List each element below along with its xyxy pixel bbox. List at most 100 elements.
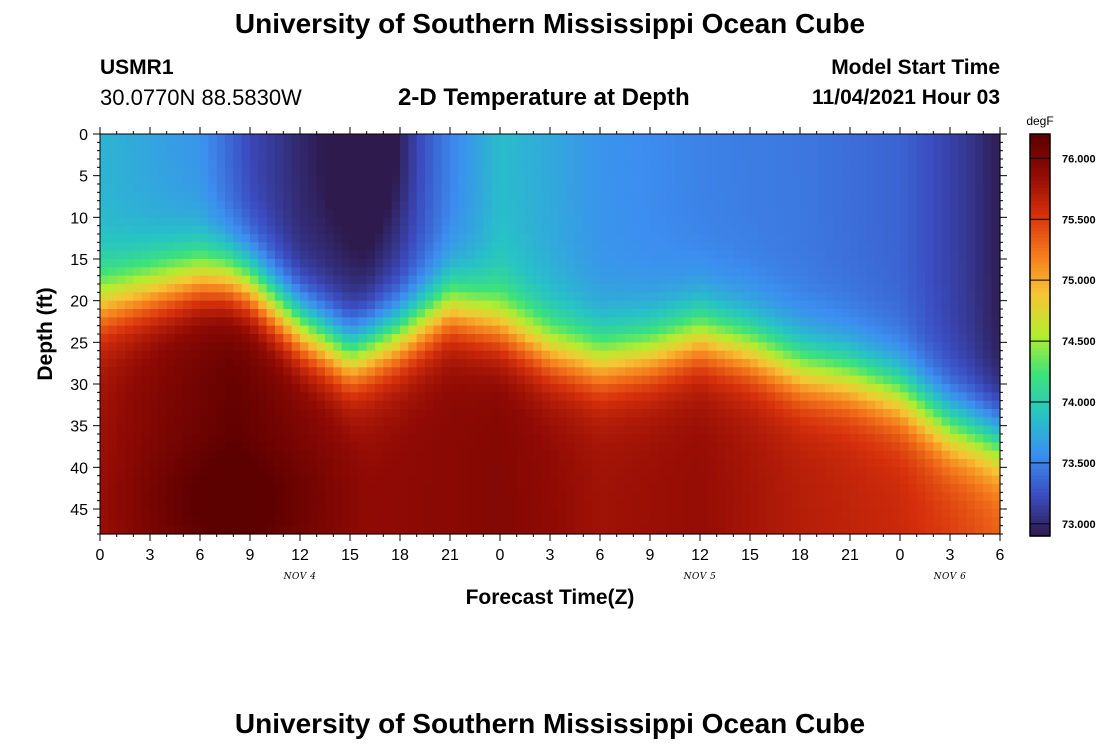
heatmap-cell	[100, 184, 109, 193]
heatmap-cell	[491, 475, 501, 485]
heatmap-cell	[916, 325, 926, 335]
heatmap-cell	[200, 400, 209, 410]
heatmap-cell	[966, 442, 976, 452]
heatmap-cell	[658, 325, 668, 335]
heatmap-cell	[416, 200, 426, 210]
heatmap-cell	[458, 484, 468, 493]
heatmap-cell	[308, 492, 318, 502]
heatmap-cell	[608, 167, 618, 177]
heatmap-cell	[808, 200, 818, 210]
heatmap-cell	[141, 150, 151, 160]
heatmap-cell	[850, 275, 859, 285]
heatmap-cell	[716, 459, 726, 468]
heatmap-cell	[125, 425, 134, 435]
heatmap-cell	[766, 242, 776, 252]
heatmap-cell	[558, 400, 568, 410]
heatmap-cell	[316, 434, 326, 443]
heatmap-cell	[558, 334, 568, 343]
heatmap-cell	[125, 159, 134, 168]
heatmap-cell	[525, 325, 534, 335]
heatmap-cell	[550, 259, 559, 268]
heatmap-cell	[291, 250, 301, 260]
heatmap-cell	[558, 375, 568, 385]
heatmap-cell	[758, 400, 768, 410]
heatmap-cell	[441, 350, 451, 360]
heatmap-cell	[800, 300, 809, 310]
heatmap-cell	[825, 267, 834, 277]
heatmap-cell	[950, 242, 959, 252]
heatmap-cell	[925, 259, 934, 268]
heatmap-cell	[983, 175, 993, 185]
heatmap-cell	[866, 217, 876, 227]
heatmap-cell	[250, 209, 259, 218]
heatmap-cell	[975, 367, 984, 377]
heatmap-cell	[666, 384, 676, 393]
heatmap-cell	[575, 334, 584, 343]
heatmap-cell	[591, 217, 601, 227]
heatmap-cell	[775, 267, 784, 277]
heatmap-cell	[208, 225, 218, 235]
heatmap-cell	[658, 234, 668, 243]
heatmap-cell	[658, 425, 668, 435]
heatmap-cell	[266, 292, 276, 302]
heatmap-cell	[891, 142, 901, 152]
heatmap-cell	[691, 359, 701, 368]
heatmap-cell	[941, 400, 951, 410]
heatmap-cell	[908, 142, 918, 152]
heatmap-cell	[158, 209, 168, 218]
heatmap-cell	[516, 450, 526, 460]
heatmap-cell	[116, 509, 126, 518]
heatmap-cell	[616, 142, 626, 152]
heatmap-cell	[750, 192, 759, 202]
heatmap-cell	[141, 350, 151, 360]
heatmap-cell	[333, 392, 343, 402]
heatmap-cell	[541, 142, 551, 152]
heatmap-cell	[666, 192, 676, 202]
heatmap-cell	[316, 225, 326, 235]
heatmap-cell	[641, 392, 651, 402]
heatmap-cell	[941, 442, 951, 452]
heatmap-cell	[708, 300, 718, 310]
heatmap-cell	[550, 367, 559, 377]
heatmap-cell	[691, 484, 701, 493]
heatmap-cell	[175, 367, 184, 377]
heatmap-cell	[758, 459, 768, 468]
heatmap-cell	[725, 275, 734, 285]
heatmap-cell	[250, 417, 259, 427]
heatmap-cell	[350, 209, 359, 218]
heatmap-cell	[658, 242, 668, 252]
heatmap-cell	[125, 284, 134, 293]
heatmap-cell	[875, 392, 884, 402]
heatmap-cell	[991, 442, 1001, 452]
heatmap-cell	[700, 509, 709, 518]
heatmap-cell	[350, 325, 359, 335]
heatmap-cell	[466, 509, 476, 518]
heatmap-cell	[400, 284, 409, 293]
heatmap-cell	[766, 134, 776, 143]
heatmap-cell	[933, 359, 943, 368]
heatmap-cell	[208, 450, 218, 460]
heatmap-cell	[733, 259, 743, 268]
heatmap-cell	[958, 367, 968, 377]
heatmap-cell	[458, 384, 468, 393]
heatmap-cell	[950, 417, 959, 427]
heatmap-cell	[333, 467, 343, 477]
heatmap-cell	[575, 434, 584, 443]
heatmap-cell	[808, 334, 818, 343]
heatmap-cell	[675, 250, 684, 260]
heatmap-cell	[325, 459, 334, 468]
heatmap-cell	[633, 492, 643, 502]
heatmap-cell	[700, 325, 709, 335]
heatmap-cell	[575, 467, 584, 477]
heatmap-cell	[591, 317, 601, 327]
heatmap-cell	[841, 350, 851, 360]
heatmap-cell	[175, 492, 184, 502]
heatmap-cell	[133, 192, 143, 202]
heatmap-cell	[466, 184, 476, 193]
heatmap-cell	[883, 175, 893, 185]
heatmap-cell	[208, 509, 218, 518]
heatmap-cell	[216, 242, 226, 252]
heatmap-cell	[516, 225, 526, 235]
heatmap-cell	[616, 167, 626, 177]
heatmap-cell	[925, 500, 934, 510]
